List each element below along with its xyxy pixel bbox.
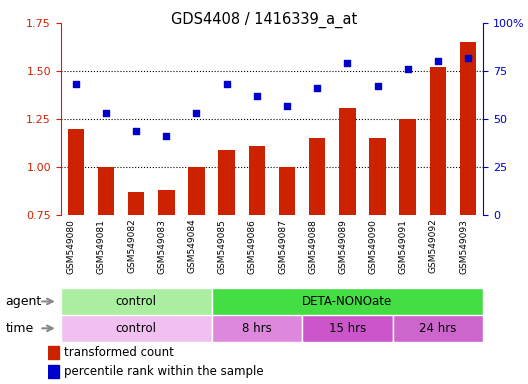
Bar <box>188 167 205 215</box>
Point <box>132 127 140 134</box>
Point <box>313 85 322 91</box>
Text: 24 hrs: 24 hrs <box>419 322 457 335</box>
Bar <box>279 167 295 215</box>
Point <box>102 110 110 116</box>
Bar <box>309 138 325 215</box>
Point <box>433 58 442 65</box>
Bar <box>48 365 59 378</box>
Text: GSM549084: GSM549084 <box>187 219 196 273</box>
Bar <box>399 119 416 215</box>
Text: transformed count: transformed count <box>64 346 174 359</box>
Point <box>222 81 231 88</box>
Bar <box>339 108 356 215</box>
Text: control: control <box>116 322 157 335</box>
Bar <box>212 315 302 342</box>
Text: time: time <box>5 322 34 335</box>
Point <box>403 66 412 72</box>
Text: GSM549091: GSM549091 <box>399 219 408 273</box>
Text: percentile rank within the sample: percentile rank within the sample <box>64 365 263 378</box>
Text: GSM549085: GSM549085 <box>218 219 227 273</box>
Text: GSM549089: GSM549089 <box>338 219 347 273</box>
Bar <box>61 315 212 342</box>
Bar <box>219 150 235 215</box>
Bar <box>369 138 386 215</box>
Text: GSM549082: GSM549082 <box>127 219 136 273</box>
Text: GSM549080: GSM549080 <box>67 219 76 273</box>
Text: 8 hrs: 8 hrs <box>242 322 272 335</box>
Bar <box>430 67 446 215</box>
Bar <box>68 129 84 215</box>
Point <box>343 60 352 66</box>
Text: GSM549093: GSM549093 <box>459 219 468 273</box>
Bar <box>249 146 265 215</box>
Point <box>464 55 472 61</box>
Text: GSM549090: GSM549090 <box>369 219 378 273</box>
Point <box>283 103 291 109</box>
Bar <box>158 190 175 215</box>
Text: GSM549081: GSM549081 <box>97 219 106 273</box>
Bar <box>61 288 212 315</box>
Text: GSM549087: GSM549087 <box>278 219 287 273</box>
Bar <box>393 315 483 342</box>
Point <box>192 110 201 116</box>
Point <box>162 133 171 139</box>
Text: 15 hrs: 15 hrs <box>329 322 366 335</box>
Text: GSM549092: GSM549092 <box>429 219 438 273</box>
Point <box>373 83 382 89</box>
Text: GDS4408 / 1416339_a_at: GDS4408 / 1416339_a_at <box>171 12 357 28</box>
Text: GSM549086: GSM549086 <box>248 219 257 273</box>
Bar <box>128 192 145 215</box>
Text: control: control <box>116 295 157 308</box>
Point <box>72 81 80 88</box>
Text: DETA-NONOate: DETA-NONOate <box>302 295 392 308</box>
Text: agent: agent <box>5 295 42 308</box>
Text: GSM549088: GSM549088 <box>308 219 317 273</box>
Bar <box>302 315 393 342</box>
Bar <box>460 42 476 215</box>
Point <box>252 93 261 99</box>
Bar <box>212 288 483 315</box>
Text: GSM549083: GSM549083 <box>157 219 166 273</box>
Bar <box>48 346 59 359</box>
Bar <box>98 167 114 215</box>
